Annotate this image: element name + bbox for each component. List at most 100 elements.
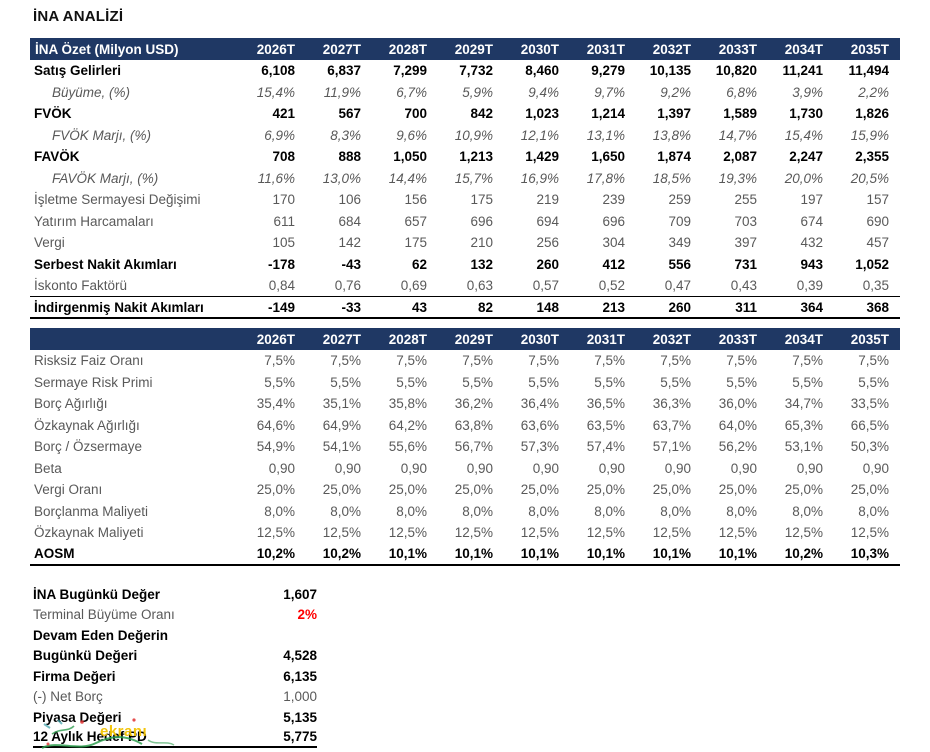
summary-label: 12 Aylık Hedef PD: [33, 729, 147, 745]
cell-value: 708: [272, 149, 295, 165]
cell-value: 8,0%: [726, 503, 757, 519]
table-row: Satış Gelirleri 6,108 6,837 7,299 7,732 8,460…: [30, 60, 900, 82]
cell-value: 11,494: [848, 63, 889, 79]
cell-value: 432: [800, 235, 823, 251]
year-column-header: 2028T: [372, 38, 438, 60]
cell-value: 9,7%: [594, 84, 625, 100]
cell-value: 10,3%: [850, 546, 889, 562]
table-header-row: İNA Özet (Milyon USD) 2026T 2027T 2028T 2029…: [30, 38, 900, 60]
summary-label: Terminal Büyüme Oranı: [33, 607, 175, 623]
cell-value: 5,5%: [528, 374, 559, 390]
cell-value: 0,39: [796, 278, 823, 293]
year-column-header: 2029T: [438, 38, 504, 60]
cell-value: 34,7%: [784, 396, 823, 412]
cell-value: 8,0%: [792, 503, 823, 519]
table-row: Vergi Oranı 25,0% 25,0% 25,0% 25,0% 25,0% 25,0…: [30, 479, 900, 501]
cell-value: 11,9%: [323, 84, 361, 100]
cell-value: 1,730: [789, 106, 823, 122]
cell-value: 175: [470, 192, 493, 208]
cell-value: 7,5%: [726, 353, 757, 369]
valuation-summary-block: İNA Bugünkü Değer 1,607 Terminal Büyüme Or…: [33, 584, 317, 748]
row-label: Satış Gelirleri: [34, 63, 122, 79]
cell-value: 412: [602, 256, 625, 272]
cell-value: 5,5%: [330, 374, 361, 390]
cell-value: 7,5%: [594, 353, 625, 369]
cell-value: 457: [866, 235, 889, 251]
cell-value: 36,3%: [652, 396, 691, 412]
cell-value: 12,5%: [784, 525, 823, 541]
row-label: İndirgenmiş Nakit Akımları: [30, 296, 240, 318]
summary-row: (-) Net Borç 1,000: [33, 687, 317, 708]
cell-value: 13,0%: [322, 170, 361, 186]
cell-value: 8,0%: [330, 503, 361, 519]
cell-value: 5,5%: [858, 374, 889, 390]
cell-value: -178: [267, 256, 295, 272]
cell-value: 0,90: [466, 460, 493, 476]
cell-value: 1,052: [855, 256, 889, 272]
row-label: Risksiz Faiz Oranı: [34, 353, 144, 369]
cell-value: 674: [800, 213, 823, 229]
cell-value: 0,90: [268, 460, 295, 476]
summary-value: 6,135: [283, 668, 317, 684]
cell-value: 5,5%: [594, 374, 625, 390]
cell-value: 6,108: [261, 63, 295, 79]
year-column-header: 2032T: [636, 328, 702, 350]
cell-value: 12,5%: [520, 525, 559, 541]
cell-value: 8,460: [525, 63, 559, 79]
cell-value: 10,820: [715, 63, 757, 79]
year-column-header: 2032T: [636, 38, 702, 60]
cell-value: 1,023: [525, 106, 559, 122]
cell-value: 311: [702, 296, 768, 318]
cell-value: 175: [404, 235, 427, 251]
cell-value: 63,6%: [520, 417, 559, 433]
cell-value: 5,5%: [792, 374, 823, 390]
year-column-header: 2028T: [372, 328, 438, 350]
table-header-label: [30, 328, 240, 350]
cell-value: 7,299: [393, 63, 427, 79]
cell-value: 12,1%: [520, 127, 559, 143]
cell-value: 0,90: [730, 460, 757, 476]
cell-value: 6,7%: [396, 84, 427, 100]
cell-value: 10,1%: [652, 546, 691, 562]
cell-value: 7,5%: [462, 353, 493, 369]
cell-value: 15,7%: [454, 170, 493, 186]
cell-value: 53,1%: [784, 439, 823, 455]
cell-value: 5,5%: [462, 374, 493, 390]
cell-value: 50,3%: [850, 439, 889, 455]
cell-value: 703: [734, 213, 757, 229]
cell-value: 709: [668, 213, 691, 229]
cell-value: 62: [411, 256, 427, 272]
summary-row: Terminal Büyüme Oranı 2%: [33, 605, 317, 626]
row-label: Yatırım Harcamaları: [34, 213, 154, 229]
cell-value: 57,3%: [520, 439, 559, 455]
cell-value: 5,5%: [726, 374, 757, 390]
cell-value: 13,8%: [652, 127, 691, 143]
cell-value: 65,3%: [784, 417, 823, 433]
cell-value: 696: [470, 213, 493, 229]
cell-value: 10,1%: [586, 546, 625, 562]
cell-value: 10,1%: [454, 546, 493, 562]
cell-value: 888: [338, 149, 361, 165]
cell-value: 10,1%: [718, 546, 757, 562]
cell-value: 690: [866, 213, 889, 229]
table-row: Büyüme, (%) 15,4% 11,9% 6,7% 5,9% 9,4% 9,7% 9,2…: [30, 82, 900, 104]
cell-value: 0,90: [598, 460, 625, 476]
cell-value: 0,47: [664, 278, 691, 293]
summary-value: 1,000: [283, 689, 317, 705]
cell-value: 696: [602, 213, 625, 229]
cell-value: 106: [338, 192, 361, 208]
table-row: Borçlanma Maliyeti 8,0% 8,0% 8,0% 8,0% 8,0% 8,…: [30, 501, 900, 523]
cell-value: 6,8%: [726, 84, 757, 100]
cell-value: 6,9%: [264, 127, 295, 143]
cell-value: 7,5%: [330, 353, 361, 369]
cell-value: 556: [668, 256, 691, 272]
table-row: FAVÖK Marjı, (%) 11,6% 13,0% 14,4% 15,7% 16,9…: [30, 168, 900, 190]
cell-value: 3,9%: [792, 84, 823, 100]
table-row: Özkaynak Maliyeti 12,5% 12,5% 12,5% 12,5% 12,…: [30, 522, 900, 544]
cell-value: 8,0%: [528, 503, 559, 519]
cell-value: 105: [272, 235, 295, 251]
summary-row: İNA Bugünkü Değer 1,607: [33, 584, 317, 605]
cell-value: 25,0%: [586, 482, 625, 498]
cell-value: 0,57: [532, 278, 559, 293]
